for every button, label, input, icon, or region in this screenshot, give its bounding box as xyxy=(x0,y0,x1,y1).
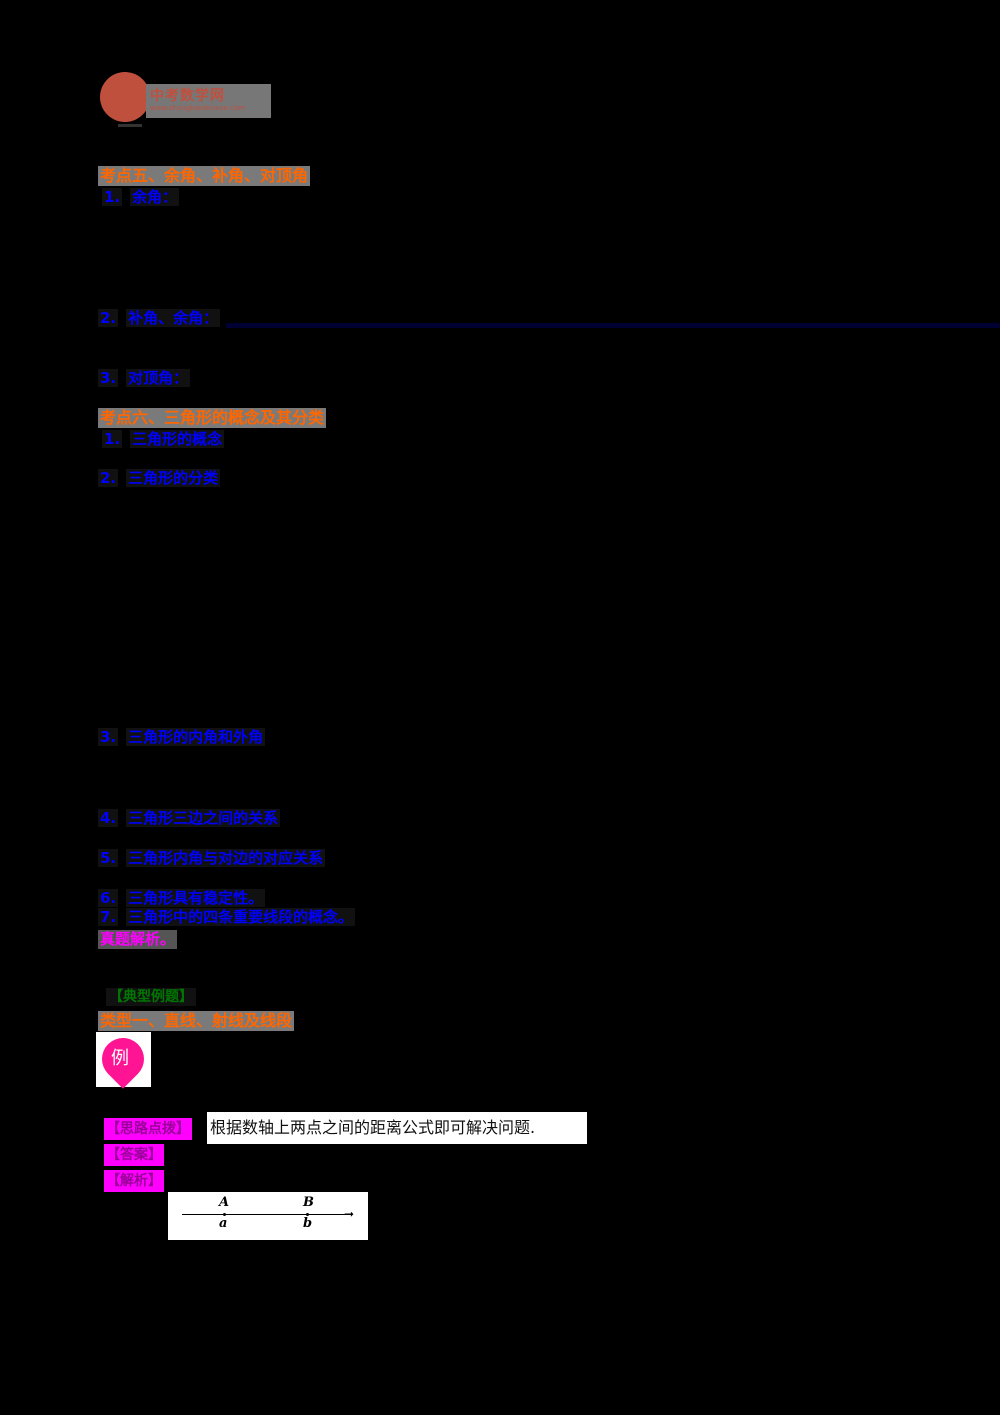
answer-label: 【答案】 xyxy=(104,1144,164,1166)
item-label: 三角形内角与对边的对应关系 xyxy=(126,849,326,867)
tip-label: 【思路点拨】 xyxy=(104,1118,192,1140)
item-label: 三角形具有稳定性。 xyxy=(126,889,266,907)
logo-title: 中考数学网 xyxy=(150,88,225,104)
item-label: 三角形的分类 xyxy=(126,469,221,487)
item-number: 4. xyxy=(98,809,119,827)
subheading-triangle-classification: 2. 三角形的分类 xyxy=(98,469,221,488)
subheading-angle-side-relations: 5. 三角形内角与对边的对应关系 xyxy=(98,849,326,868)
subheading-triangle-concept: 1. 三角形的概念 xyxy=(102,430,225,449)
point-marker-a xyxy=(223,1213,226,1216)
logo-band xyxy=(146,84,271,118)
analysis-label: 【解析】 xyxy=(104,1170,164,1192)
subheading-important-segments: 7. 三角形中的四条重要线段的概念。 xyxy=(98,908,356,927)
section-heading-kaodian5: 考点五、余角、补角、对顶角 xyxy=(98,166,311,186)
number-line xyxy=(182,1214,352,1215)
item-label: 三角形的内角和外角 xyxy=(126,728,266,746)
point-label-B: B xyxy=(303,1195,314,1210)
example-type-heading: 类型一、直线、射线及线段 xyxy=(98,1011,295,1031)
divider-line xyxy=(226,323,1000,328)
number-line-figure: ➞ A a B b xyxy=(168,1192,368,1240)
logo-subtitle: www.zhongkaoshuxue.com xyxy=(150,104,246,112)
item-label: 三角形的概念 xyxy=(130,430,225,448)
point-value-b: b xyxy=(303,1216,313,1231)
item-label: 对顶角： xyxy=(126,369,191,387)
item-label: 补角、余角： xyxy=(126,309,221,327)
typical-example-tag: 【典型例题】 xyxy=(106,988,196,1006)
subheading-interior-exterior-angles: 3. 三角形的内角和外角 xyxy=(98,728,266,747)
item-number: 1. xyxy=(102,430,123,448)
subheading-side-relations: 4. 三角形三边之间的关系 xyxy=(98,809,281,828)
point-label-A: A xyxy=(219,1195,230,1210)
item-label: 三角形中的四条重要线段的概念。 xyxy=(126,908,356,926)
item-number: 1. xyxy=(102,188,123,206)
subheading-yujiao: 1. 余角： xyxy=(102,188,180,207)
item-label: 三角形三边之间的关系 xyxy=(126,809,281,827)
item-label: 余角： xyxy=(130,188,180,206)
key-analysis-label: 真题解析。 xyxy=(98,930,178,949)
tip-text: 根据数轴上两点之间的距离公式即可解决问题. xyxy=(207,1112,587,1144)
subheading-stability: 6. 三角形具有稳定性。 xyxy=(98,889,266,908)
logo-underline xyxy=(118,124,142,127)
subheading-bujiao: 2. 补角、余角： xyxy=(98,309,221,328)
item-number: 7. xyxy=(98,908,119,926)
item-number: 5. xyxy=(98,849,119,867)
item-number: 6. xyxy=(98,889,119,907)
example-icon: 例 xyxy=(93,1029,153,1089)
item-number: 2. xyxy=(98,309,119,327)
point-marker-b xyxy=(306,1213,309,1216)
item-number: 2. xyxy=(98,469,119,487)
site-logo: 中考数学网 www.zhongkaoshuxue.com xyxy=(98,72,273,127)
logo-emblem-icon xyxy=(100,72,150,122)
arrow-right-icon: ➞ xyxy=(344,1207,355,1221)
item-number: 3. xyxy=(98,728,119,746)
section-heading-kaodian6: 考点六、三角形的概念及其分类 xyxy=(98,408,327,428)
item-number: 3. xyxy=(98,369,119,387)
subheading-duidingjiao: 3. 对顶角： xyxy=(98,369,191,388)
example-char: 例 xyxy=(111,1048,129,1069)
point-value-a: a xyxy=(219,1216,228,1231)
